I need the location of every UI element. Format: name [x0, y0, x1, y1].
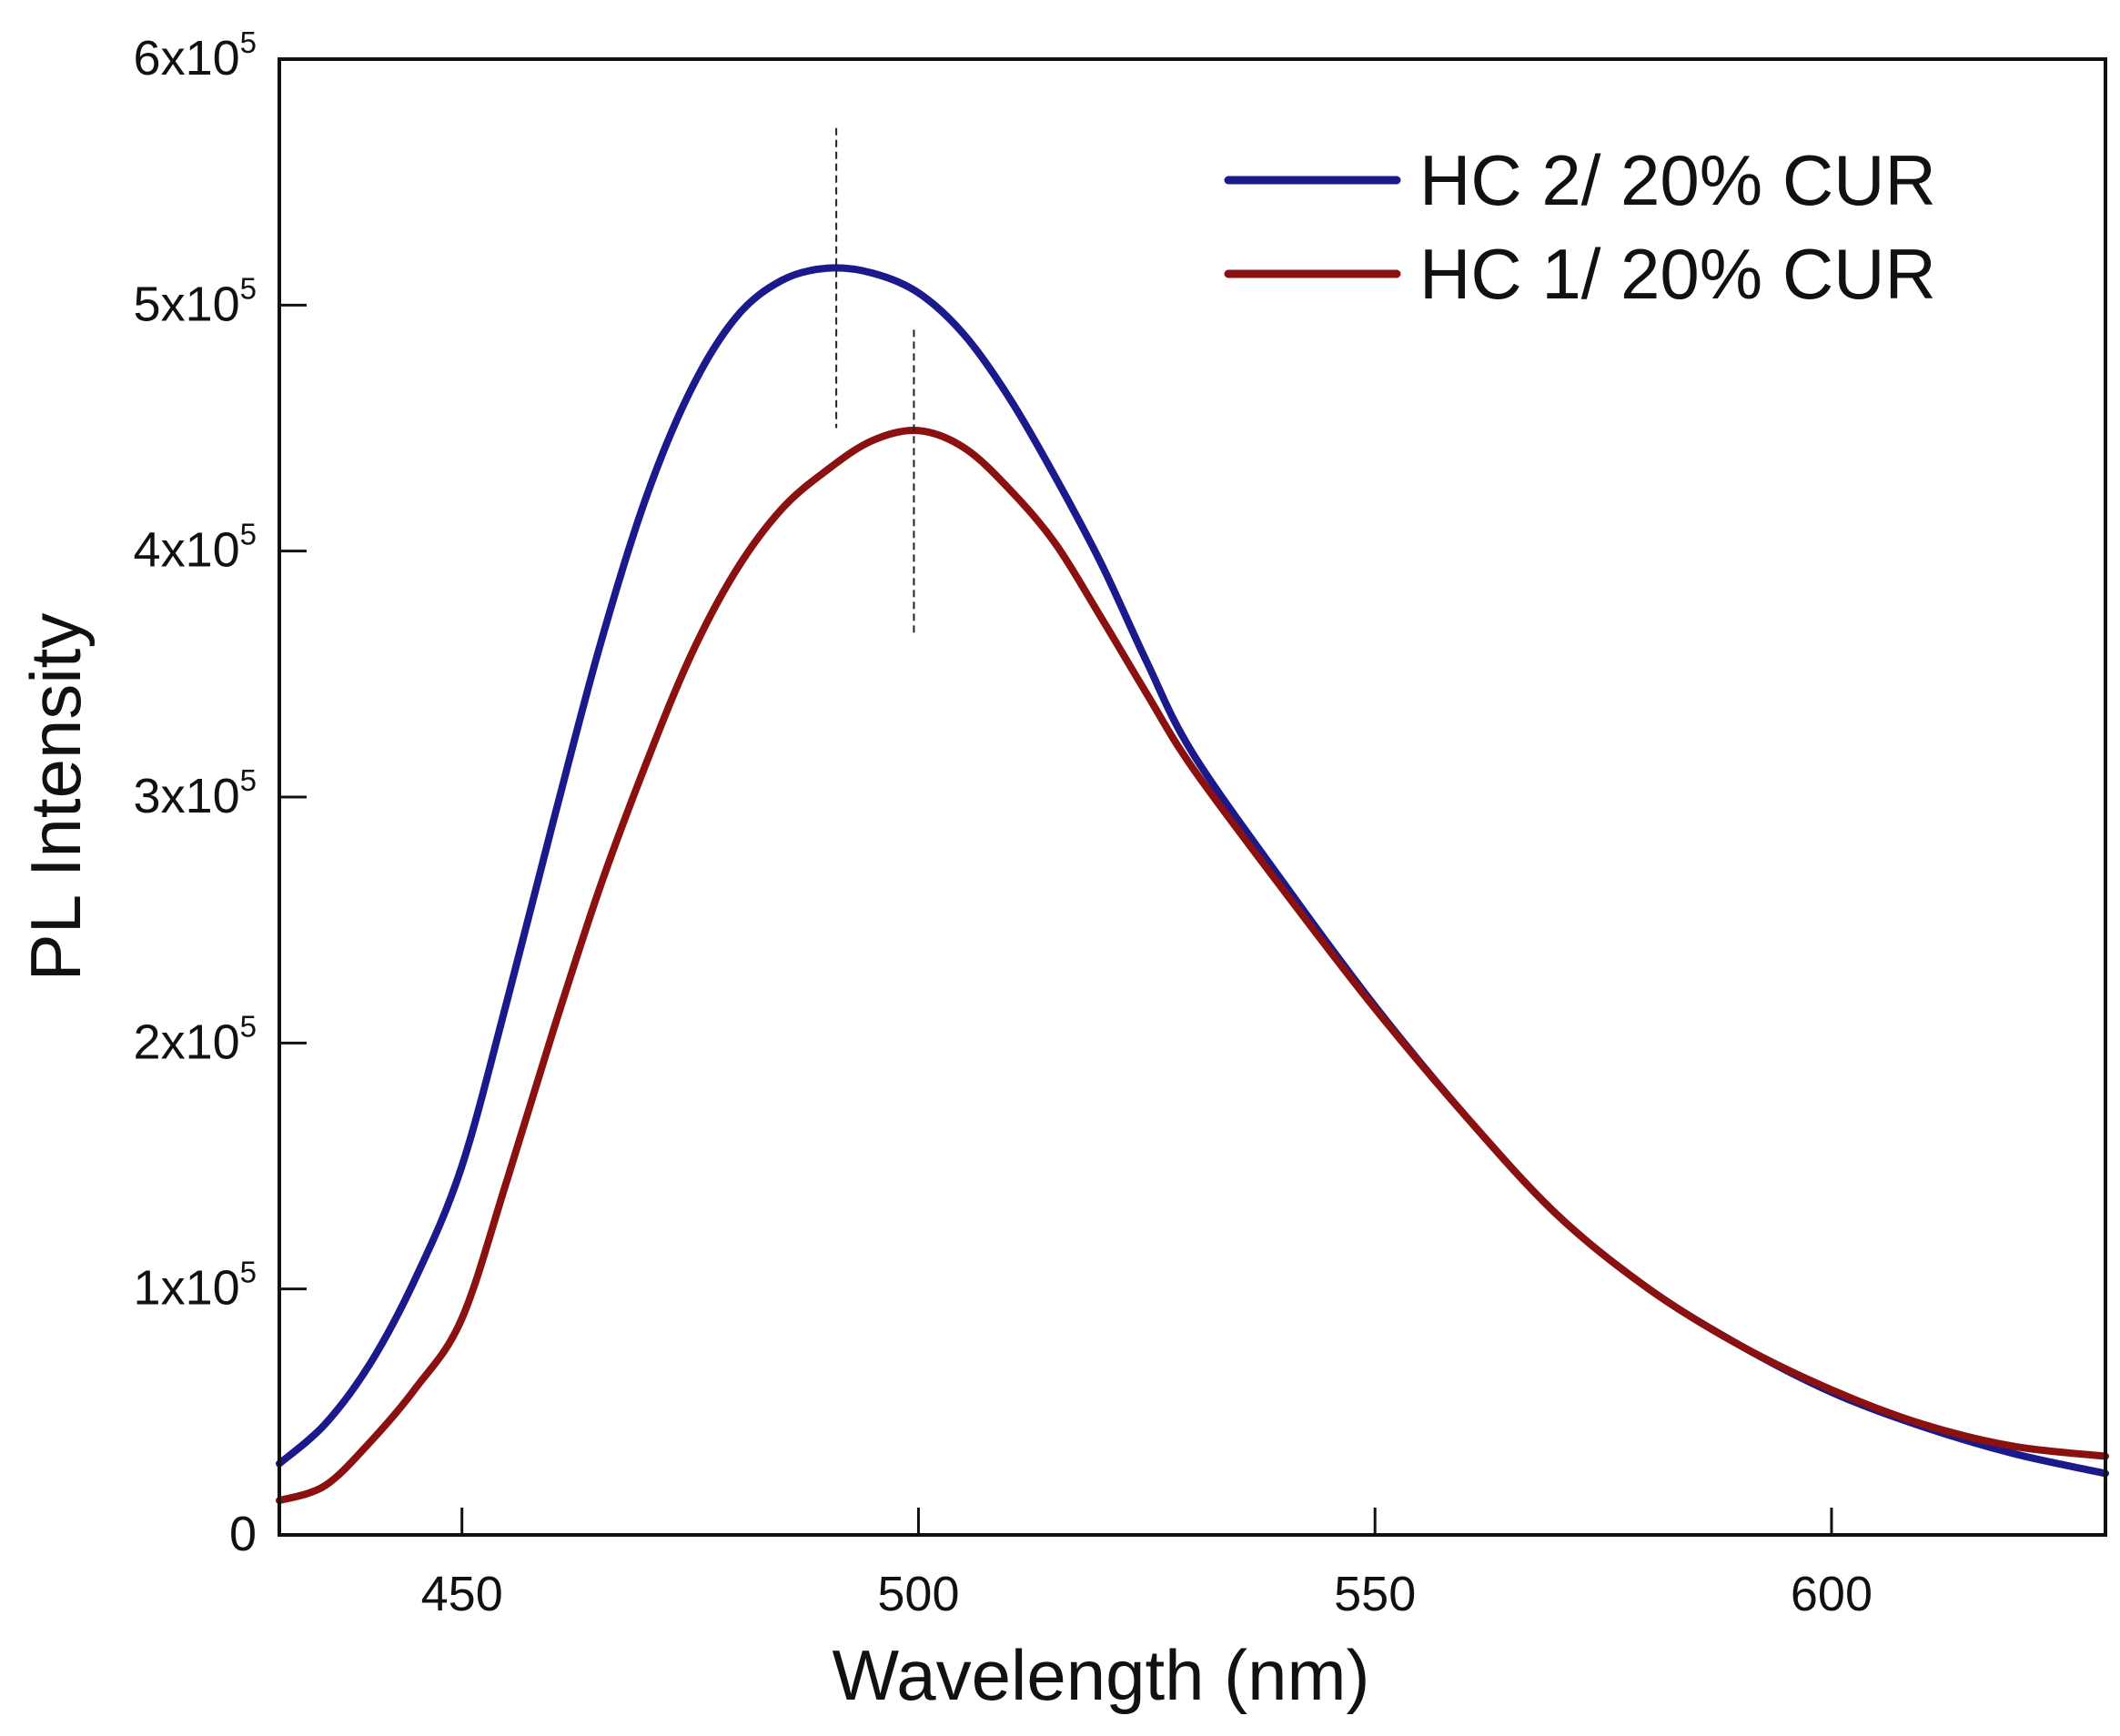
y-tick-label: 5x105: [134, 271, 257, 331]
y-axis-title: PL Intensity: [15, 613, 96, 982]
x-axis-ticks: 450 500 550 600: [421, 1508, 1873, 1621]
x-tick-label: 500: [877, 1567, 959, 1621]
y-tick-label: 1x105: [134, 1256, 257, 1316]
legend-label-2: HC 1/ 20% CUR: [1419, 234, 1936, 314]
y-tick-label: 4x105: [134, 518, 257, 578]
x-tick-label: 600: [1791, 1567, 1873, 1621]
x-tick-label: 550: [1334, 1567, 1416, 1621]
y-axis-ticks: 0 1x105 2x105 3x105 4x105 5x105 6x105: [134, 25, 307, 1561]
legend: HC 2/ 20% CUR HC 1/ 20% CUR: [1224, 140, 1936, 314]
x-axis-title: Wavelength (nm): [833, 1635, 1370, 1715]
y-tick-label: 6x105: [134, 25, 257, 86]
y-tick-label: 0: [229, 1507, 257, 1561]
y-tick-label: 3x105: [134, 763, 257, 823]
annotation-layer: [835, 127, 915, 635]
series-layer: [276, 264, 2109, 1505]
series-line-2: [276, 426, 2109, 1505]
legend-label-1: HC 2/ 20% CUR: [1419, 140, 1936, 220]
x-tick-label: 450: [421, 1567, 503, 1621]
y-tick-label: 2x105: [134, 1009, 257, 1069]
